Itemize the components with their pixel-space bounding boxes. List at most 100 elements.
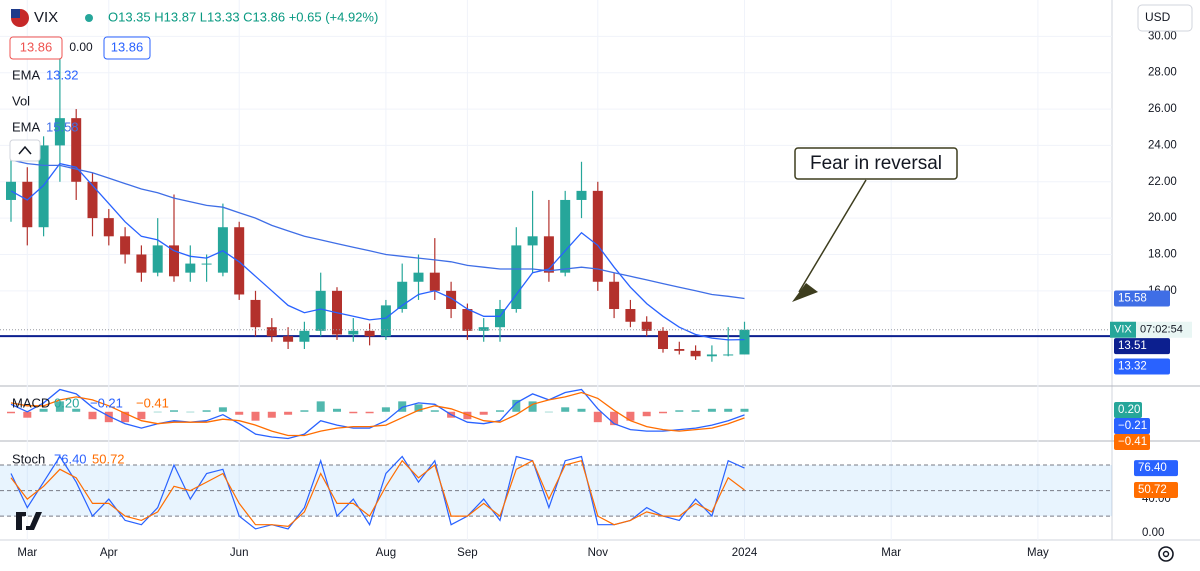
macd-histogram-bar [300, 410, 309, 412]
volume-legend: Vol [12, 93, 30, 108]
price-label: 76.40 [1138, 462, 1167, 474]
price-label: 13.32 [1118, 361, 1147, 373]
macd-histogram-bar [153, 411, 162, 413]
macd-histogram-bar [7, 411, 15, 414]
macd-histogram-bar [333, 408, 341, 412]
candle-body [234, 227, 245, 295]
candle-body [152, 245, 163, 273]
price-label: 50.72 [1138, 484, 1167, 496]
header: VIX O13.35 H13.87 L13.33 C13.86 +0.65 (+… [9, 4, 1193, 162]
x-tick-label: Sep [457, 547, 477, 559]
macd-histogram-bar [512, 399, 521, 412]
y-tick-label: 22.00 [1148, 176, 1177, 188]
macd-histogram-bar [267, 411, 276, 418]
macd-histogram-bar [528, 401, 537, 412]
x-tick-label: Apr [100, 547, 118, 559]
price-label-box [1114, 402, 1142, 418]
macd-histogram-bar [186, 411, 195, 413]
candle-body [22, 181, 33, 228]
candle-body [560, 199, 571, 273]
price-label-box [1134, 481, 1178, 498]
candle-body [625, 309, 636, 322]
candle-body [543, 236, 554, 273]
y-tick-label: 28.00 [1148, 67, 1177, 79]
currency-select[interactable] [1137, 4, 1193, 32]
candle-body [592, 190, 603, 282]
price-label-box [1114, 338, 1170, 355]
macd-histogram-bar [284, 411, 293, 415]
price-label: 13.51 [1118, 340, 1147, 352]
annotation-arrowhead [792, 283, 818, 302]
candle-body [478, 327, 489, 331]
candle-body [576, 190, 587, 200]
price-label-box [1114, 358, 1170, 375]
macd-histogram-bar [430, 410, 439, 412]
time-box [1136, 321, 1192, 338]
x-tick-label: 2024 [732, 547, 758, 559]
candle-body [87, 181, 98, 219]
macd-histogram-bar [137, 411, 146, 420]
candle-body [706, 354, 717, 357]
collapse-legend[interactable] [9, 139, 41, 162]
candle-body [201, 263, 212, 265]
currency: USD [1145, 10, 1171, 24]
macd-histogram-bar [104, 411, 113, 423]
last-time: 07:02:54 [1140, 324, 1183, 336]
candle-body [38, 145, 49, 228]
symbol-box [1110, 321, 1136, 338]
macd-histogram-bar [23, 411, 32, 418]
macd-histogram-bar [707, 408, 716, 412]
settings-button[interactable] [1158, 546, 1174, 562]
y-tick-label: 24.00 [1148, 139, 1177, 151]
price-label: 0.20 [1118, 404, 1140, 416]
candle-body [527, 236, 538, 246]
macd-histogram-bar [496, 410, 504, 412]
macd-histogram-bar [365, 411, 374, 414]
macd-histogram-bar [251, 411, 260, 421]
price-label-box [1114, 434, 1150, 450]
bid: 13.86 [20, 39, 53, 54]
annotation-box [794, 147, 958, 180]
last-symbol: VIX [1114, 324, 1132, 336]
macd-histogram-bar [675, 410, 684, 412]
market-status[interactable] [85, 14, 93, 22]
legend-value: 15.58 [46, 119, 79, 134]
buy-button[interactable] [103, 36, 151, 60]
macd-histogram-bar [626, 411, 635, 421]
macd-histogram-bar [88, 411, 97, 420]
stoch-line [10, 459, 745, 528]
candle-body [397, 281, 408, 310]
candle-body [283, 336, 294, 342]
x-tick-label: Aug [376, 547, 396, 559]
plot-layer: 16.0018.0020.0022.0024.0026.0028.0030.00… [0, 0, 1192, 559]
price-label: −0.21 [1118, 420, 1147, 432]
macd-histogram-bar [659, 411, 667, 414]
y-tick-label: 20.00 [1148, 212, 1177, 224]
candle-body [6, 181, 16, 200]
macd-histogram-bar [479, 411, 488, 415]
candle-body [658, 330, 668, 350]
macd-histogram-bar [740, 408, 749, 412]
candle-body [250, 299, 261, 328]
candle-body [54, 118, 65, 146]
candle-body [462, 309, 473, 331]
candle-body [348, 330, 359, 335]
ohlc: O13.35 H13.87 L13.33 C13.86 +0.65 (+4.92… [108, 9, 378, 24]
macd-histogram-bar [463, 411, 472, 420]
macd-histogram-bar [121, 411, 130, 423]
logo[interactable] [16, 512, 42, 530]
legend-value: 13.32 [46, 67, 79, 82]
candle-body [380, 305, 391, 337]
price-label-box [1114, 418, 1150, 434]
settings-icon [1162, 550, 1170, 558]
macd-histogram-bar [610, 411, 619, 426]
y-tick-label: 26.00 [1148, 103, 1177, 115]
macd-histogram-bar [724, 408, 733, 412]
sell-button[interactable] [9, 36, 63, 60]
x-tick-label: Mar [17, 547, 37, 559]
y-tick-label: 30.00 [1148, 30, 1177, 42]
macd-histogram-bar [349, 411, 358, 414]
